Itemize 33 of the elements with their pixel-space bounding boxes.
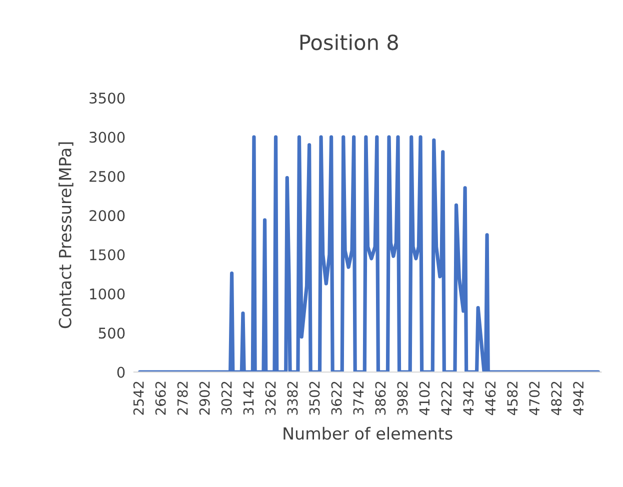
x-tick-label: 3382 bbox=[287, 382, 298, 415]
y-tick-label: 3000 bbox=[90, 132, 125, 143]
x-tick-label: 4342 bbox=[463, 382, 474, 416]
x-tick-label: 3022 bbox=[221, 382, 232, 415]
y-tick-label: 2000 bbox=[90, 210, 125, 222]
x-tick-label: 4942 bbox=[573, 382, 584, 416]
x-tick-label: 3622 bbox=[331, 382, 342, 415]
x-axis-title: Number of elements bbox=[284, 426, 452, 440]
line-series bbox=[138, 135, 600, 372]
x-tick-label: 2782 bbox=[177, 382, 188, 415]
y-tick-label: 500 bbox=[98, 328, 125, 339]
x-tick-label: 4702 bbox=[529, 382, 540, 416]
y-tick-label: 3500 bbox=[90, 92, 125, 104]
x-tick-label: 4102 bbox=[419, 382, 430, 416]
x-tick-label: 3982 bbox=[397, 382, 408, 415]
x-tick-label: 3262 bbox=[265, 382, 276, 415]
x-tick-label: 3142 bbox=[243, 382, 254, 415]
x-tick-label: 3502 bbox=[309, 382, 320, 415]
y-tick-label: 1500 bbox=[90, 249, 125, 260]
y-tick-label: 1000 bbox=[90, 288, 125, 300]
x-tick-label: 4222 bbox=[441, 382, 452, 416]
x-tick-label: 2542 bbox=[133, 382, 144, 415]
x-tick-label: 3742 bbox=[353, 382, 364, 415]
x-tick-label: 4582 bbox=[507, 382, 518, 416]
x-tick-label: 3862 bbox=[375, 382, 386, 415]
y-tick-label: 2500 bbox=[90, 170, 125, 182]
chart-title: Position 8 bbox=[300, 34, 398, 50]
x-tick-label: 2902 bbox=[199, 382, 210, 415]
y-tick-label: 0 bbox=[117, 366, 125, 378]
x-tick-label: 4462 bbox=[485, 382, 496, 416]
x-tick-label: 4822 bbox=[551, 382, 562, 416]
y-axis-title: Contact Pressure[MPa] bbox=[58, 142, 74, 328]
x-tick-label: 2662 bbox=[155, 382, 166, 415]
